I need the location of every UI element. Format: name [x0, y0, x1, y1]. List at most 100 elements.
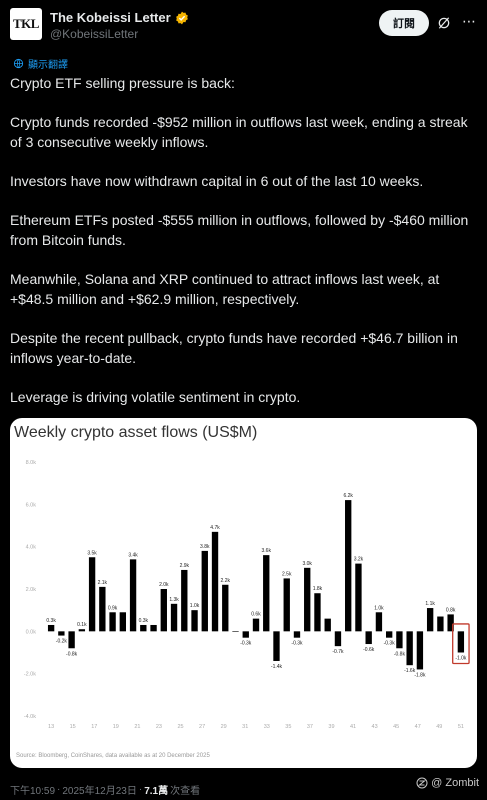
- flow-bar: [160, 589, 167, 632]
- data-label: 0.8k: [446, 607, 456, 613]
- x-tick-label: 31: [242, 724, 248, 730]
- flow-bar: [273, 631, 280, 661]
- footer-separator: ·: [57, 784, 61, 795]
- flow-bar: [334, 631, 342, 647]
- tweet-paragraph: Meanwhile, Solana and XRP continued to a…: [10, 271, 440, 307]
- flow-bar: [68, 631, 75, 649]
- flow-bar: [437, 616, 444, 632]
- display-name[interactable]: The Kobeissi Letter: [50, 10, 171, 25]
- chart-title: Weekly crypto asset flows (US$M): [14, 424, 258, 441]
- x-tick-label: 19: [113, 724, 119, 730]
- data-label: -0.8k: [394, 651, 406, 657]
- flow-bar: [406, 631, 413, 666]
- flow-bar: [375, 612, 383, 632]
- flow-bar: [140, 624, 147, 632]
- x-tick-label: 45: [393, 724, 399, 730]
- flow-bar: [457, 631, 465, 653]
- x-tick-label: 41: [350, 724, 356, 730]
- flow-bar: [355, 563, 362, 632]
- y-tick-label: 2.0k: [26, 587, 37, 593]
- flow-bar: [345, 500, 352, 632]
- flow-bar: [109, 612, 116, 632]
- x-tick-label: 21: [134, 724, 140, 730]
- data-label: 2.1k: [98, 580, 108, 586]
- flow-bar: [88, 557, 96, 632]
- flows-bar-chart: -4.0k -2.0k 0.0k 2.0k 4.0k 6.0k 8.0k 13 15 17 19 21…: [24, 460, 470, 730]
- data-label: 0.1k: [77, 622, 87, 628]
- data-label: 3.4k: [128, 552, 138, 558]
- x-tick-label: 23: [156, 724, 162, 730]
- data-label: 0.3k: [139, 618, 149, 624]
- x-tick-label: 13: [48, 724, 54, 730]
- tweet-paragraph: Crypto ETF selling pressure is back:: [10, 75, 235, 91]
- handle[interactable]: @KobeissiLetter: [50, 27, 139, 41]
- data-label: -0.3k: [384, 641, 396, 647]
- flow-bar: [78, 629, 86, 632]
- more-options-icon[interactable]: ⋯: [462, 13, 476, 29]
- data-label: 6.2k: [343, 493, 353, 499]
- data-label: 3.8k: [200, 544, 210, 550]
- flow-bar: [385, 631, 393, 638]
- translate-link[interactable]: 顯示翻譯: [13, 56, 68, 71]
- data-label: 2.5k: [282, 571, 292, 577]
- verified-badge-icon: [175, 11, 188, 24]
- chart-image-card[interactable]: Weekly crypto asset flows (US$M) -4.0k -2…: [10, 418, 477, 768]
- flow-bar: [293, 631, 301, 638]
- y-tick-label: 6.0k: [26, 502, 37, 508]
- flow-bar: [232, 631, 239, 632]
- x-tick-label: 33: [264, 724, 270, 730]
- grok-icon[interactable]: [437, 16, 451, 30]
- flow-bar: [283, 578, 290, 632]
- x-tick-label: 43: [372, 724, 378, 730]
- flow-bar: [304, 567, 311, 632]
- y-tick-label: -4.0k: [24, 714, 36, 720]
- subscribe-button[interactable]: 訂閱: [379, 10, 429, 36]
- x-tick-label: 17: [91, 724, 97, 730]
- data-label: -1.4k: [271, 664, 283, 670]
- x-tick-label: 25: [177, 724, 183, 730]
- y-tick-label: 4.0k: [26, 545, 37, 551]
- x-tick-label: 15: [70, 724, 76, 730]
- flow-bar: [222, 584, 229, 632]
- flow-bar: [252, 618, 260, 632]
- data-label: -0.2k: [56, 639, 68, 645]
- flow-bar: [447, 614, 454, 632]
- tweet-footer: 下午10:59 · 2025年12月23日 · 7.1萬 次查看: [10, 782, 200, 797]
- flow-bar: [150, 624, 157, 632]
- data-label: 3.6k: [262, 548, 272, 554]
- post-date[interactable]: 2025年12月23日: [62, 786, 137, 797]
- flow-bar: [263, 555, 270, 632]
- data-label: -1.8k: [414, 672, 426, 678]
- tweet-text: Crypto ETF selling pressure is back: Cry…: [10, 73, 480, 426]
- tweet-paragraph: Ethereum ETFs posted -$555 million in ou…: [10, 212, 469, 248]
- y-tick-label: -2.0k: [24, 672, 36, 678]
- avatar-text: TKL: [13, 16, 39, 31]
- data-label: -0.6k: [363, 647, 375, 653]
- x-tick-label: 29: [221, 724, 227, 730]
- flow-bar: [181, 569, 188, 632]
- data-label: 3.2k: [354, 557, 364, 563]
- data-label: -0.3k: [291, 641, 303, 647]
- flow-bar: [324, 618, 331, 632]
- flow-bar: [191, 610, 198, 632]
- name-row: The Kobeissi Letter: [50, 10, 189, 25]
- avatar[interactable]: TKL: [10, 8, 42, 40]
- post-time[interactable]: 下午10:59: [10, 786, 56, 797]
- data-label: 4.7k: [210, 525, 220, 531]
- flow-bar: [365, 631, 372, 645]
- x-tick-label: 27: [199, 724, 205, 730]
- watermark-text: @ Zombit: [431, 777, 479, 789]
- chart-source: Source: Bloomberg, CoinShares, data avai…: [16, 753, 210, 759]
- flow-bar: [426, 608, 434, 632]
- views-label: 次查看: [170, 786, 201, 797]
- data-label: 1.0k: [190, 603, 200, 609]
- flow-bar: [201, 550, 208, 632]
- y-tick-label: 8.0k: [26, 460, 37, 466]
- x-tick-label: 39: [328, 724, 334, 730]
- highlight-box: [452, 623, 470, 665]
- data-label: 2.2k: [221, 578, 231, 584]
- globe-icon: [13, 58, 24, 69]
- data-label: 3.5k: [87, 550, 97, 556]
- y-tick-label: 0.0k: [26, 629, 37, 635]
- x-tick-label: 49: [436, 724, 442, 730]
